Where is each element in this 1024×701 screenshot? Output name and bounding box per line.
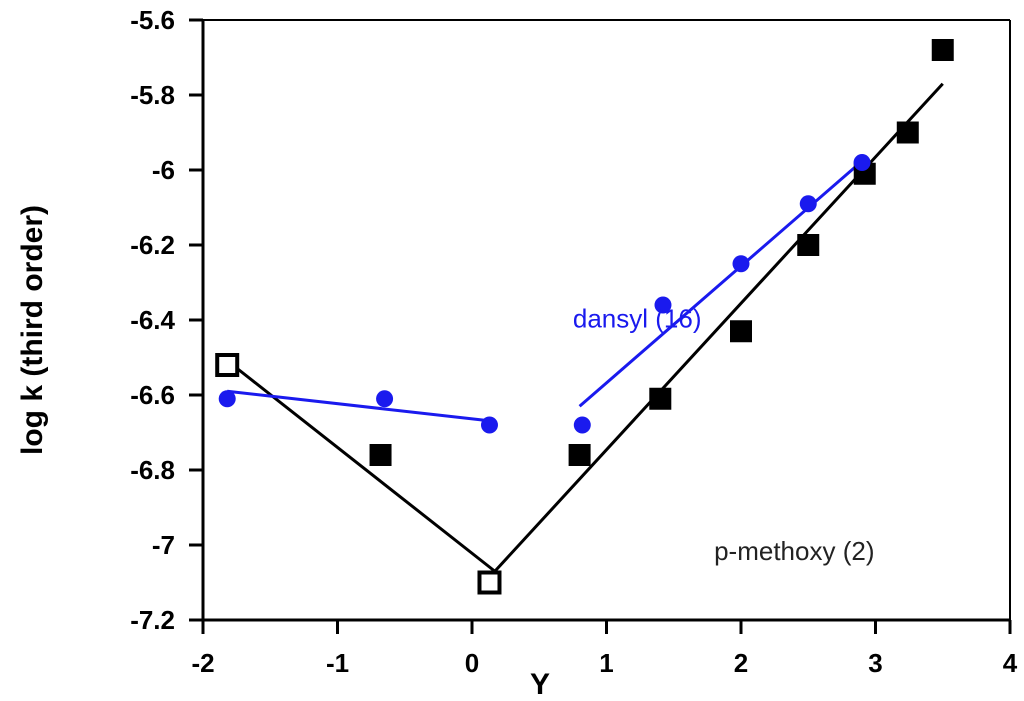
y-tick-label: -6.8 <box>130 455 175 485</box>
p-methoxy-point-open <box>215 353 240 377</box>
p-methoxy-point <box>730 320 752 343</box>
dansyl-point <box>853 154 871 171</box>
y-tick-label: -6.6 <box>130 380 175 410</box>
annotation-p-methoxy-2: p-methoxy (2) <box>714 536 874 566</box>
dansyl-point <box>218 390 236 408</box>
data-points <box>215 39 954 595</box>
x-axis-title: Y <box>530 668 550 701</box>
x-tick-label: -2 <box>191 648 214 678</box>
annotation-dansyl-16: dansyl (16) <box>573 304 702 334</box>
p-methoxy-fit-line <box>493 82 944 573</box>
y-tick-label: -6.2 <box>130 230 175 260</box>
p-methoxy-fit-line <box>222 356 496 573</box>
dansyl-fit-line <box>578 157 866 408</box>
dansyl-point <box>654 296 672 314</box>
x-tick-label: 4 <box>1003 648 1018 678</box>
p-methoxy-point <box>797 234 820 256</box>
x-tick-label: 0 <box>465 648 479 678</box>
p-methoxy-point <box>931 39 954 61</box>
dansyl-point <box>799 195 817 213</box>
x-tick-label: 1 <box>599 648 613 678</box>
p-methoxy-point <box>649 387 672 410</box>
dansyl-point <box>732 255 750 273</box>
y-tick-label: -6.4 <box>130 305 175 335</box>
p-methoxy-point <box>896 121 919 144</box>
dansyl-point <box>376 390 394 408</box>
p-methoxy-point-open <box>477 570 502 595</box>
p-methoxy-point <box>568 444 591 466</box>
axes: -2 -1 0 1 2 3 4 -7.2 -7 -6.8 -6.6 -6.4 -6.2 -6 -5.8 -5.… <box>130 5 1018 678</box>
y-tick-label: -5.6 <box>130 5 175 35</box>
y-axis-title: log k (third order) <box>16 205 49 455</box>
y-tick-label: -6 <box>152 155 175 185</box>
dansyl-point <box>573 416 591 434</box>
dansyl-fit-line <box>227 389 494 423</box>
dansyl-point <box>480 416 498 434</box>
x-tick-label: 3 <box>868 648 882 678</box>
y-tick-label: -7.2 <box>130 605 175 635</box>
y-tick-label: -5.8 <box>130 80 175 110</box>
x-tick-label: 2 <box>734 648 748 678</box>
x-tick-label: -1 <box>326 648 349 678</box>
p-methoxy-point <box>369 444 392 466</box>
y-tick-label: -7 <box>152 530 175 560</box>
